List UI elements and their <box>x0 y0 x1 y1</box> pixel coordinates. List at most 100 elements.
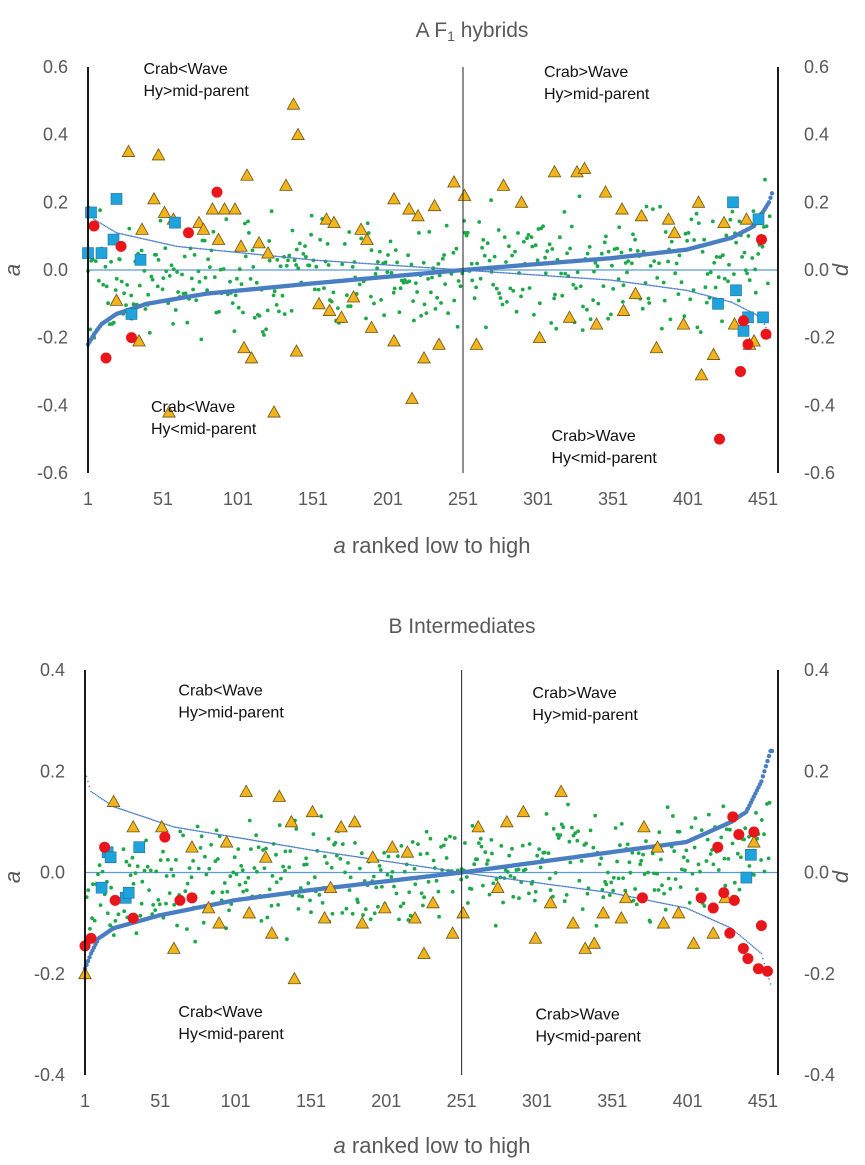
ranked-d-point <box>97 795 100 798</box>
panel-a-circle-points <box>88 186 772 445</box>
ranked-d-point <box>174 826 177 828</box>
triangle-point <box>717 215 731 228</box>
small-point <box>607 893 612 897</box>
x-tick: 101 <box>221 1091 251 1111</box>
small-point <box>98 208 102 213</box>
ranked-d-point <box>337 260 340 263</box>
ranked-d-point <box>640 283 643 286</box>
ranked-d-point <box>276 255 278 258</box>
ranked-d-point <box>729 300 731 303</box>
small-point <box>494 286 499 291</box>
ranked-d-point <box>364 857 367 859</box>
ranked-d-point <box>466 872 469 875</box>
ranked-d-point <box>654 285 656 287</box>
ranked-d-point <box>430 867 433 869</box>
small-point <box>290 228 295 233</box>
ranked-d-point <box>183 246 185 248</box>
small-point <box>685 238 689 243</box>
ranked-d-point <box>321 259 323 262</box>
square-point <box>737 325 750 337</box>
small-point <box>247 818 252 823</box>
small-point <box>169 867 174 872</box>
ranked-d-point <box>600 890 603 893</box>
small-point <box>111 320 116 325</box>
ranked-d-point <box>483 874 486 877</box>
small-point <box>736 298 741 303</box>
small-point <box>433 307 438 311</box>
y-tick-right: -0.6 <box>804 463 835 483</box>
small-point <box>766 281 770 286</box>
ranked-d-point <box>600 278 602 281</box>
small-point <box>474 285 478 290</box>
ranked-d-point <box>283 256 286 258</box>
small-point <box>662 298 667 303</box>
ranked-d-point <box>469 269 472 272</box>
small-point <box>535 853 540 858</box>
y-tick-right: -0.4 <box>804 395 835 415</box>
ranked-d-point <box>412 864 415 867</box>
ranked-d-point <box>275 843 278 845</box>
small-point <box>375 266 379 271</box>
small-point <box>727 262 731 267</box>
ranked-d-point <box>277 843 279 846</box>
small-point <box>615 859 619 864</box>
circle-point <box>211 186 223 198</box>
small-point <box>203 275 208 280</box>
small-point <box>262 866 267 871</box>
ranked-d-point <box>501 271 503 274</box>
triangle-point <box>614 911 629 924</box>
ranked-d-point <box>353 855 356 858</box>
small-point <box>255 869 259 874</box>
ranked-d-point <box>197 830 199 832</box>
small-point <box>477 841 481 845</box>
circle-point <box>724 927 736 939</box>
ranked-d-point <box>350 855 353 857</box>
ranked-d-point <box>530 881 532 883</box>
small-point <box>330 911 335 916</box>
ranked-d-point <box>760 952 763 955</box>
ranked-d-point <box>115 806 118 809</box>
small-point <box>218 267 223 272</box>
ranked-d-point <box>198 247 200 250</box>
ranked-d-point <box>288 256 290 259</box>
ranked-d-point <box>747 309 749 312</box>
small-point <box>703 285 708 290</box>
small-point <box>708 852 713 856</box>
ranked-d-point <box>651 284 653 287</box>
small-point <box>508 874 513 878</box>
ranked-d-point <box>658 901 660 904</box>
small-point <box>666 876 671 881</box>
quadrant-label: Crab<Wave <box>151 399 235 416</box>
ranked-d-point <box>633 282 635 285</box>
ranked-d-point <box>421 865 424 868</box>
y-tick-left: 0.4 <box>40 660 65 680</box>
small-point <box>665 805 670 810</box>
small-point <box>189 875 194 880</box>
ranked-d-point <box>202 248 205 250</box>
ranked-d-point <box>318 259 320 262</box>
ranked-d-point <box>556 275 559 278</box>
ranked-d-point <box>566 886 568 888</box>
small-point <box>723 883 728 888</box>
ranked-d-point <box>351 261 353 264</box>
ranked-d-point <box>697 912 699 915</box>
ranked-d-point <box>163 242 166 245</box>
ranked-d-point <box>621 280 623 283</box>
ranked-d-point <box>319 259 322 262</box>
ranked-d-point <box>508 272 511 275</box>
triangle-point <box>377 900 392 914</box>
small-point <box>86 888 91 892</box>
triangle-point <box>432 337 446 350</box>
ranked-d-point <box>504 877 507 880</box>
ranked-d-point <box>551 884 553 886</box>
small-point <box>331 290 336 295</box>
ranked-d-point <box>597 278 599 281</box>
small-point <box>588 828 593 833</box>
ranked-d-point <box>223 250 226 252</box>
ranked-d-point <box>478 270 481 272</box>
ranked-d-point <box>739 305 742 308</box>
ranked-d-point <box>636 282 638 285</box>
small-point <box>356 900 360 905</box>
ranked-d-point <box>334 852 336 855</box>
y-tick-right: 0.4 <box>804 125 829 145</box>
